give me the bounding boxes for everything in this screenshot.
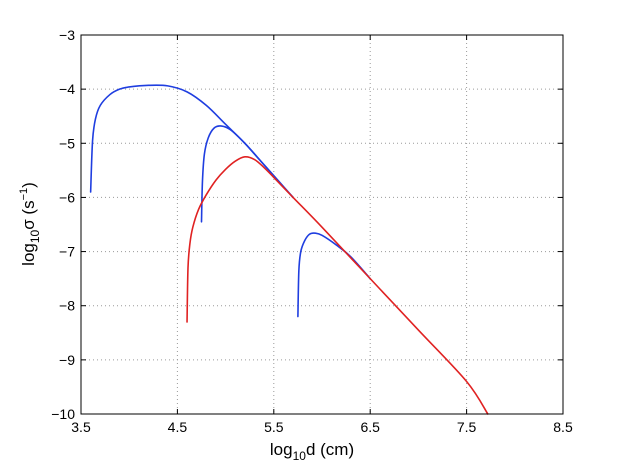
series-group [89, 84, 489, 415]
x-tick-label: 5.5 [264, 419, 284, 435]
x-axis-title-sub: 10 [293, 449, 307, 463]
y-axis-title-mid: σ (s [19, 200, 38, 229]
plot-frame [80, 34, 564, 415]
y-tick-label: −8 [59, 298, 75, 314]
x-axis-title-rest: d (cm) [306, 440, 354, 459]
x-tick-label: 8.5 [553, 419, 573, 435]
x-tick-label: 6.5 [360, 419, 380, 435]
y-tick-label: −10 [51, 406, 75, 422]
x-tick-label: 7.5 [457, 419, 477, 435]
x-axis-title-base: log [270, 440, 293, 459]
y-tick-label: −6 [59, 189, 75, 205]
y-tick-label: −5 [59, 135, 75, 151]
x-tick-label: 3.5 [71, 419, 91, 435]
series-line-2 [200, 125, 294, 223]
y-axis-title-end: ) [19, 182, 38, 188]
series-line-4 [186, 155, 489, 415]
y-tick-label: −4 [59, 81, 75, 97]
y-axis-title-base: log [19, 243, 38, 266]
x-axis-title: log10d (cm) [270, 440, 354, 463]
x-tick-label: 4.5 [168, 419, 188, 435]
plot-area [81, 35, 563, 414]
y-tick-label: −9 [59, 352, 75, 368]
ticks: 3.5 4.5 5.5 6.5 7.5 8.5 −3 −4 −5 −6 −7 −8 −9 −10 [51, 27, 573, 435]
y-tick-label: −3 [59, 27, 75, 43]
grid [81, 35, 563, 414]
y-axis-title-sub: 10 [28, 229, 42, 243]
y-axis-title-sup: −1 [18, 188, 30, 201]
y-axis-title: log10σ (s−1) [18, 182, 42, 266]
y-tick-label: −7 [59, 244, 75, 260]
